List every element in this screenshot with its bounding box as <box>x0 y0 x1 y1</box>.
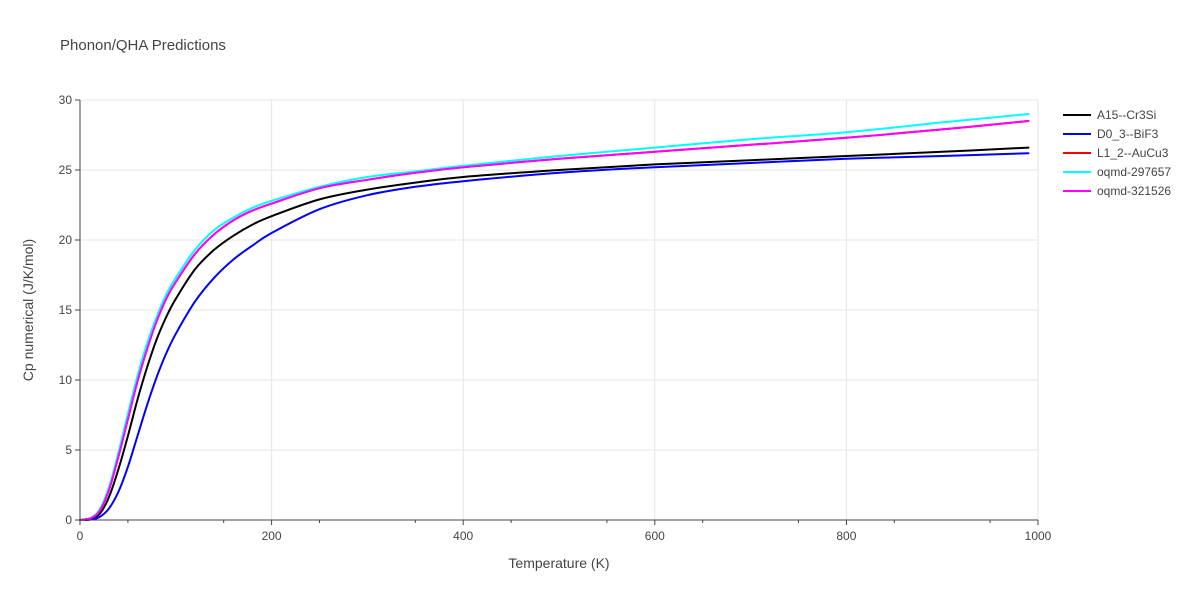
legend-item[interactable]: L1_2--AuCu3 <box>1063 146 1169 160</box>
y-tick-label: 5 <box>65 443 72 457</box>
y-tick-label: 20 <box>59 233 73 247</box>
y-axis-title: Cp numerical (J/K/mol) <box>20 239 36 381</box>
y-tick-label: 15 <box>59 303 73 317</box>
x-tick-label: 200 <box>262 529 282 543</box>
x-axis-title: Temperature (K) <box>508 555 609 571</box>
y-tick-label: 30 <box>59 93 73 107</box>
legend-label: D0_3--BiF3 <box>1097 127 1159 141</box>
y-tick-label: 25 <box>59 163 73 177</box>
series-line-L1_2--AuCu3[interactable] <box>79 120 1030 521</box>
legend-item[interactable]: A15--Cr3Si <box>1063 108 1156 122</box>
chart-title: Phonon/QHA Predictions <box>60 37 226 54</box>
legend[interactable]: A15--Cr3Si D0_3--BiF3 L1_2--AuCu3 oqmd-2976… <box>1063 108 1171 198</box>
series-layer[interactable] <box>79 113 1030 522</box>
axes-layer: 0 200 400 600 800 1000 0 5 10 15 20 25 30 <box>59 93 1052 543</box>
legend-label: oqmd-321526 <box>1097 184 1171 198</box>
legend-label: L1_2--AuCu3 <box>1097 146 1169 160</box>
x-tick-label: 400 <box>453 529 473 543</box>
x-tick-label: 0 <box>77 529 84 543</box>
x-tick-label: 600 <box>645 529 665 543</box>
legend-label: A15--Cr3Si <box>1097 108 1156 122</box>
y-tick-label: 10 <box>59 373 73 387</box>
legend-item[interactable]: oqmd-297657 <box>1063 165 1171 179</box>
series-line-oqmd-297657[interactable] <box>79 113 1030 521</box>
series-line-oqmd-321526[interactable] <box>79 120 1030 521</box>
grid-layer <box>80 99 1039 520</box>
series-line-D0_3--BiF3[interactable] <box>79 152 1030 522</box>
x-tick-label: 800 <box>836 529 856 543</box>
series-line-A15--Cr3Si[interactable] <box>79 146 1030 521</box>
x-tick-label: 1000 <box>1025 529 1052 543</box>
legend-item[interactable]: oqmd-321526 <box>1063 184 1171 198</box>
y-tick-label: 0 <box>65 513 72 527</box>
legend-item[interactable]: D0_3--BiF3 <box>1063 127 1159 141</box>
legend-label: oqmd-297657 <box>1097 165 1171 179</box>
